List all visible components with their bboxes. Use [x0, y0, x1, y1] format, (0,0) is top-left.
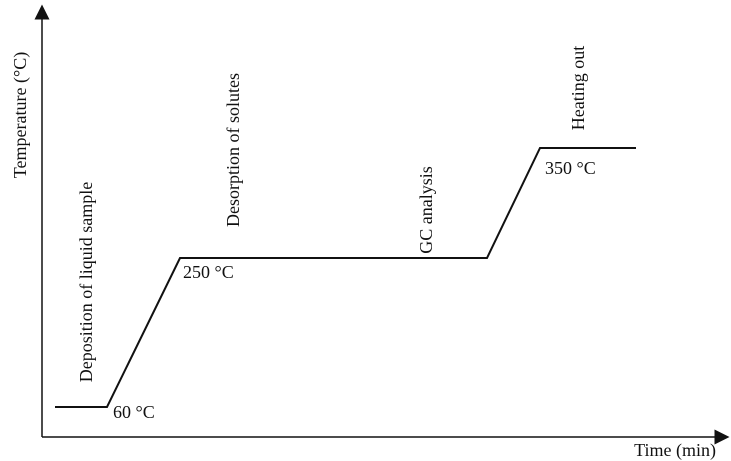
x-axis-label: Time (min): [634, 440, 716, 461]
stage-label: Heating out: [568, 46, 588, 130]
y-axis-label: Temperature (°C): [10, 52, 31, 178]
temperature-profile: [55, 147, 636, 408]
temperature-label: 250 °C: [183, 262, 234, 282]
temperature-label: 350 °C: [545, 158, 596, 178]
temperature-label: 60 °C: [113, 402, 155, 422]
stage-label: Desorption of solutes: [223, 73, 243, 227]
stage-label: GC analysis: [416, 166, 436, 254]
stage-label: Deposition of liquid sample: [76, 182, 96, 382]
